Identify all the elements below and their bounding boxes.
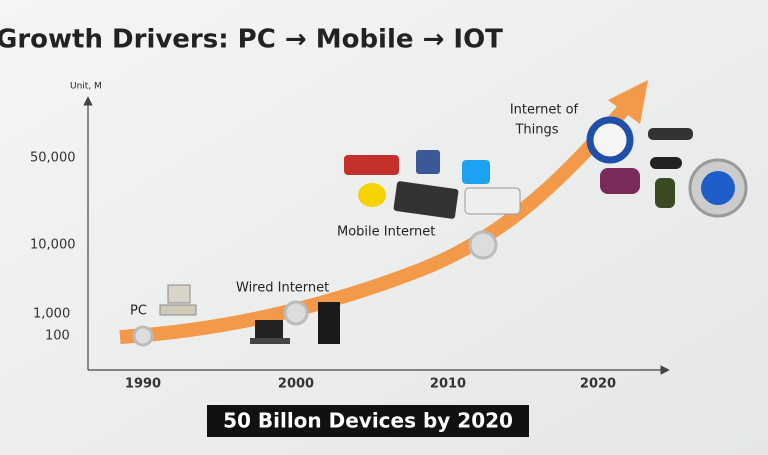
device-icons — [159, 128, 748, 344]
y-axis-label: Unit, M — [70, 82, 102, 92]
milestone-dot — [468, 230, 498, 260]
milestone-label: Things — [514, 123, 558, 138]
title: Growth Drivers: PC → Mobile → IOT — [0, 25, 503, 55]
y-tick-label: 100 — [45, 329, 70, 344]
milestone-dot — [586, 116, 634, 164]
milestone-label: PC — [130, 304, 147, 319]
x-tick-label: 1990 — [125, 377, 161, 392]
x-tick-label: 2020 — [580, 377, 616, 392]
milestone-label: Wired Internet — [236, 281, 329, 296]
y-tick-label: 1,000 — [33, 307, 70, 322]
banner-box — [207, 405, 529, 437]
y-tick-label: 50,000 — [30, 151, 76, 166]
x-tick-label: 2000 — [278, 377, 314, 392]
y-tick-label: 10,000 — [30, 238, 76, 253]
milestone-dot — [132, 325, 154, 347]
milestone-dot — [283, 300, 309, 326]
banner: 50 Billon Devices by 2020 — [223, 409, 513, 433]
milestone-label: Mobile Internet — [337, 225, 435, 240]
milestone-label: Internet of — [510, 103, 579, 118]
x-tick-label: 2010 — [430, 377, 466, 392]
growth-curve — [119, 103, 631, 344]
curve-arrowhead — [608, 80, 648, 124]
